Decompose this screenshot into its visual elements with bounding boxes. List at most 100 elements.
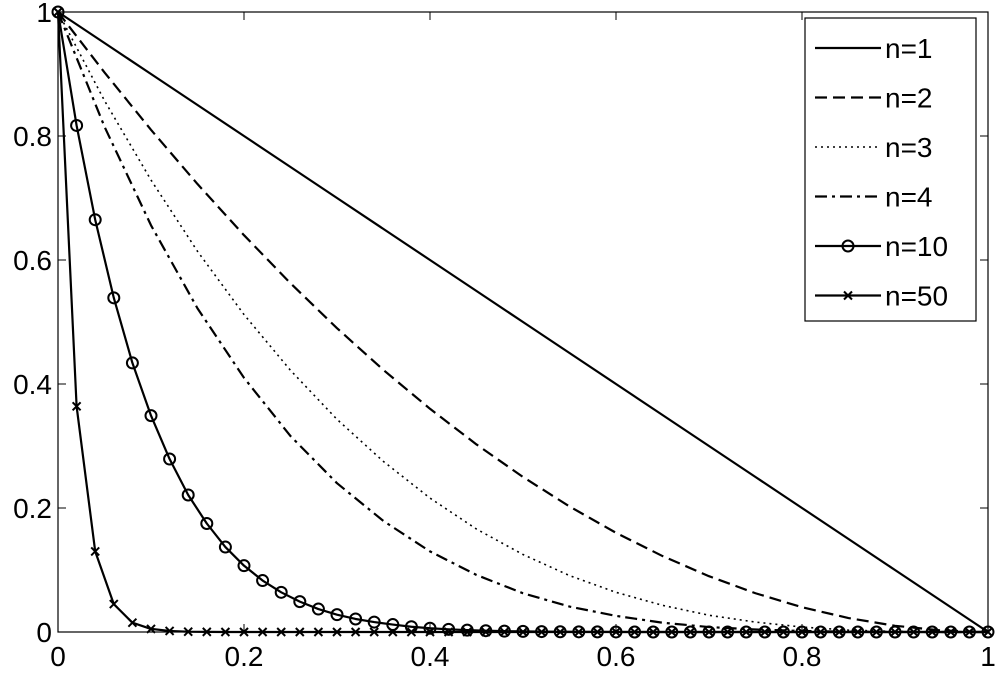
data-point — [163, 452, 177, 466]
y-axis: 0 0.2 0.4 0.6 0.8 1 — [13, 0, 988, 648]
x-marker-stroke — [704, 627, 714, 637]
x-tick-label: 0.6 — [597, 641, 636, 672]
x-marker-stroke — [425, 627, 435, 637]
x-marker-stroke — [499, 627, 510, 637]
x-marker-stroke — [722, 627, 733, 637]
y-tick-label: 0.8 — [13, 121, 52, 152]
x-marker-stroke — [388, 627, 398, 637]
x-marker-stroke — [853, 627, 863, 637]
data-point — [499, 627, 510, 637]
data-point — [536, 627, 547, 637]
data-point — [164, 626, 175, 636]
series-line — [57, 11, 989, 634]
data-point — [667, 627, 677, 637]
data-point — [109, 599, 119, 609]
data-point — [406, 627, 417, 637]
legend-label: n=10 — [885, 231, 948, 262]
x-marker-stroke — [555, 627, 565, 637]
data-point — [648, 627, 658, 637]
x-marker-stroke — [778, 627, 789, 637]
series-n-2 — [57, 11, 989, 634]
data-point — [146, 624, 156, 634]
data-point — [313, 627, 324, 637]
y-tick-label: 0.2 — [13, 493, 52, 524]
x-marker-stroke — [90, 546, 100, 557]
x-tick-label: 1 — [980, 641, 996, 672]
data-point — [555, 627, 565, 637]
x-marker-stroke — [53, 7, 63, 17]
legend-marker — [841, 239, 855, 253]
data-point — [685, 627, 696, 637]
x-marker-stroke — [518, 627, 528, 637]
x-marker-stroke — [964, 627, 975, 637]
data-point — [90, 546, 100, 557]
x-marker-stroke — [220, 627, 231, 637]
data-point — [367, 615, 381, 629]
legend-label: n=50 — [885, 281, 948, 312]
legend-item: n=1 — [815, 33, 933, 64]
x-marker-stroke — [648, 627, 658, 637]
legend: n=1 n=2 n=3 n=4 n=10 n=50 — [804, 17, 977, 322]
data-point — [442, 622, 456, 636]
x-marker-stroke — [592, 627, 603, 637]
data-point — [332, 627, 342, 637]
series-line — [57, 11, 989, 633]
x-marker-stroke — [481, 627, 491, 637]
legend-item: n=3 — [815, 132, 933, 163]
data-point — [425, 627, 435, 637]
x-marker-stroke — [146, 624, 156, 634]
data-point — [983, 627, 993, 637]
x-marker-stroke — [369, 627, 379, 637]
x-tick-label: 0.8 — [783, 641, 822, 672]
data-point — [908, 627, 919, 637]
data-point — [871, 627, 882, 637]
data-point — [946, 627, 956, 637]
x-marker-stroke — [834, 627, 844, 637]
x-marker-stroke — [843, 290, 853, 301]
data-point — [350, 627, 361, 637]
data-point — [388, 627, 398, 637]
data-point — [460, 623, 474, 637]
data-point — [70, 118, 84, 132]
x-tick-label: 0.2 — [225, 641, 264, 672]
x-marker-stroke — [871, 627, 882, 637]
data-point — [107, 291, 121, 305]
data-point — [293, 595, 307, 609]
data-point — [592, 627, 603, 637]
series-n-1 — [57, 11, 989, 633]
data-point — [311, 602, 325, 616]
x-marker-stroke — [815, 627, 826, 637]
x-marker-stroke — [927, 627, 937, 637]
data-point — [890, 627, 900, 637]
x-marker-stroke — [536, 627, 547, 637]
series-layer — [51, 5, 995, 639]
x-marker-stroke — [741, 627, 751, 637]
data-point — [88, 213, 102, 227]
x-marker-stroke — [760, 627, 770, 637]
data-point — [479, 624, 493, 638]
legend-label: n=1 — [885, 33, 933, 64]
legend-label: n=4 — [885, 182, 933, 213]
x-marker-stroke — [127, 617, 138, 628]
legend-label: n=2 — [885, 83, 933, 114]
x-marker-stroke — [946, 627, 956, 637]
x-marker-stroke — [109, 599, 119, 609]
x-marker-stroke — [164, 626, 175, 636]
legend-item: n=2 — [815, 83, 933, 114]
data-point — [462, 627, 472, 637]
legend-label: n=3 — [885, 132, 933, 163]
x-marker-stroke — [183, 626, 193, 637]
legend-item: n=50 — [815, 281, 948, 312]
data-point — [200, 517, 214, 530]
data-point — [423, 621, 437, 635]
data-point — [797, 627, 807, 637]
legend-marker — [843, 290, 853, 301]
data-point — [276, 627, 286, 637]
data-point — [239, 627, 249, 637]
data-point — [443, 627, 454, 637]
data-point — [778, 627, 789, 637]
data-point — [256, 574, 270, 588]
data-point — [741, 627, 751, 637]
x-marker-stroke — [295, 627, 305, 637]
